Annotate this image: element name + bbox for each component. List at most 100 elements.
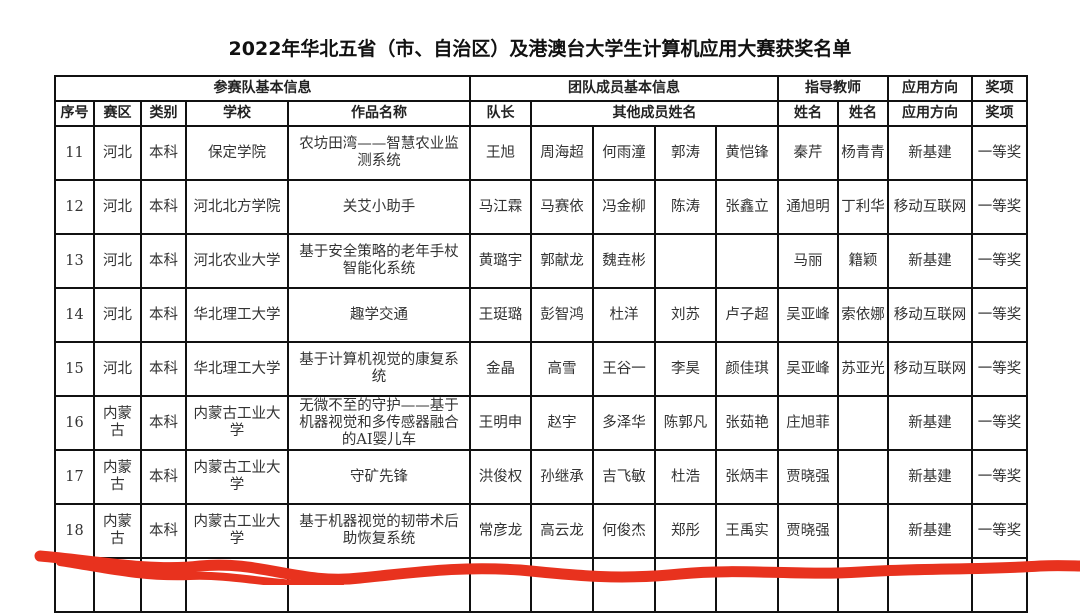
cell-member: 李昊 — [654, 341, 717, 397]
cell-teacher: 杨青青 — [837, 125, 889, 181]
cell-work-name: 基于计算机视觉的康复系统 — [287, 341, 471, 397]
cell-award: 一等奖 — [971, 503, 1028, 559]
cell-member: 多泽华 — [592, 395, 656, 451]
cell-direction: 新基建 — [887, 503, 973, 559]
cell-row-number: 16 — [54, 395, 95, 451]
cell-teacher: 苏亚光 — [837, 341, 889, 397]
table-row: 16 内蒙古 本科 内蒙古工业大学 无微不至的守护——基于机器视觉和多传感器融合的AI婴… — [54, 395, 1028, 451]
cell-member: 黄恺锋 — [715, 125, 779, 181]
cell-teacher — [837, 395, 889, 451]
col-header-members: 其他成员姓名 — [530, 100, 779, 127]
cell-award: 一等奖 — [971, 449, 1028, 505]
table-row-partial — [54, 557, 1028, 613]
cell-direction: 新基建 — [887, 125, 973, 181]
cell-region: 内蒙古 — [93, 395, 142, 451]
col-header-no: 序号 — [54, 100, 95, 127]
cell-teacher: 索依娜 — [837, 287, 889, 343]
col-header-teacher2: 姓名 — [837, 100, 889, 127]
cell-region: 内蒙古 — [93, 503, 142, 559]
cell-row-number: 17 — [54, 449, 95, 505]
cell-award: 一等奖 — [971, 125, 1028, 181]
cell-teacher — [837, 449, 889, 505]
cell-category: 本科 — [140, 341, 187, 397]
cell-row-number: 14 — [54, 287, 95, 343]
cell-member: 孙继承 — [530, 449, 594, 505]
cell-category: 本科 — [140, 179, 187, 235]
cell-leader: 黄璐宇 — [469, 233, 532, 289]
col-header-teacher1: 姓名 — [777, 100, 839, 127]
group-header-direction: 应用方向 — [887, 75, 973, 102]
cell-category: 本科 — [140, 395, 187, 451]
cell-leader: 常彦龙 — [469, 503, 532, 559]
cell-empty — [185, 557, 289, 613]
cell-school: 华北理工大学 — [185, 287, 289, 343]
table-row: 18 内蒙古 本科 内蒙古工业大学 基于机器视觉的韧带术后助恢复系统 常彦龙 高云龙 何俊杰郑… — [54, 503, 1028, 559]
cell-member: 郭献龙 — [530, 233, 594, 289]
cell-award: 一等奖 — [971, 341, 1028, 397]
cell-award: 一等奖 — [971, 395, 1028, 451]
cell-school: 内蒙古工业大学 — [185, 449, 289, 505]
cell-member: 颜佳琪 — [715, 341, 779, 397]
cell-member: 陈涛 — [654, 179, 717, 235]
cell-member: 王谷一 — [592, 341, 656, 397]
cell-award: 一等奖 — [971, 233, 1028, 289]
col-header-leader: 队长 — [469, 100, 532, 127]
cell-member: 赵宇 — [530, 395, 594, 451]
cell-direction: 移动互联网 — [887, 287, 973, 343]
cell-member: 高云龙 — [530, 503, 594, 559]
cell-direction: 新基建 — [887, 233, 973, 289]
cell-row-number: 12 — [54, 179, 95, 235]
cell-category: 本科 — [140, 233, 187, 289]
cell-member: 刘苏 — [654, 287, 717, 343]
cell-member: 王禹实 — [715, 503, 779, 559]
cell-teacher: 通旭明 — [777, 179, 839, 235]
cell-member: 吉飞敏 — [592, 449, 656, 505]
cell-leader: 洪俊权 — [469, 449, 532, 505]
cell-member: 卢子超 — [715, 287, 779, 343]
cell-member: 杜浩 — [654, 449, 717, 505]
table-row: 17 内蒙古 本科 内蒙古工业大学 守矿先锋 洪俊权 孙继承 吉飞敏 杜浩 张炳丰 贾晓强 新基建 一等… — [54, 449, 1028, 505]
cell-work-name: 基于机器视觉的韧带术后助恢复系统 — [287, 503, 471, 559]
cell-leader: 王珽璐 — [469, 287, 532, 343]
cell-member — [715, 233, 779, 289]
cell-direction: 新基建 — [887, 395, 973, 451]
col-header-award: 奖项 — [971, 100, 1028, 127]
col-header-school: 学校 — [185, 100, 289, 127]
cell-teacher: 贾晓强 — [777, 503, 839, 559]
group-header-award: 奖项 — [971, 75, 1028, 102]
cell-direction: 移动互联网 — [887, 179, 973, 235]
cell-teacher: 吴亚峰 — [777, 287, 839, 343]
col-header-work: 作品名称 — [287, 100, 471, 127]
cell-member: 杜洋 — [592, 287, 656, 343]
cell-teacher: 马丽 — [777, 233, 839, 289]
cell-award: 一等奖 — [971, 179, 1028, 235]
cell-member: 何俊杰 — [592, 503, 656, 559]
cell-member: 陈郭凡 — [654, 395, 717, 451]
table-row: 11 河北 本科 保定学院 农坊田湾——智慧农业监测系统 王旭 周海超 何雨潼 郭涛 黄恺锋 秦芹杨… — [54, 125, 1028, 181]
cell-member: 郭涛 — [654, 125, 717, 181]
cell-teacher: 贾晓强 — [777, 449, 839, 505]
cell-work-name: 守矿先锋 — [287, 449, 471, 505]
cell-member: 魏垚彬 — [592, 233, 656, 289]
cell-school: 河北北方学院 — [185, 179, 289, 235]
cell-member: 张茹艳 — [715, 395, 779, 451]
cell-award: 一等奖 — [971, 287, 1028, 343]
cell-member: 周海超 — [530, 125, 594, 181]
cell-empty — [715, 557, 779, 613]
table-row: 12 河北 本科 河北北方学院 关艾小助手 马江霖 马赛依 冯金柳 陈涛 张鑫立 通旭明 丁利华 移动互… — [54, 179, 1028, 235]
cell-school: 华北理工大学 — [185, 341, 289, 397]
cell-school: 内蒙古工业大学 — [185, 395, 289, 451]
col-header-region: 赛区 — [93, 100, 142, 127]
group-header-team-info: 参赛队基本信息 — [54, 75, 471, 102]
group-header-row: 参赛队基本信息 团队成员基本信息 指导教师 应用方向 奖项 — [54, 75, 1028, 102]
cell-category: 本科 — [140, 449, 187, 505]
cell-category: 本科 — [140, 287, 187, 343]
table-row: 15 河北 本科 华北理工大学 基于计算机视觉的康复系统 金晶 高雪 王谷一 李昊 颜佳琪 吴亚峰苏… — [54, 341, 1028, 397]
cell-empty — [592, 557, 656, 613]
cell-teacher: 籍颖 — [837, 233, 889, 289]
cell-direction: 新基建 — [887, 449, 973, 505]
cell-row-number: 11 — [54, 125, 95, 181]
cell-teacher: 秦芹 — [777, 125, 839, 181]
cell-work-name: 基于安全策略的老年手杖智能化系统 — [287, 233, 471, 289]
cell-empty — [469, 557, 532, 613]
